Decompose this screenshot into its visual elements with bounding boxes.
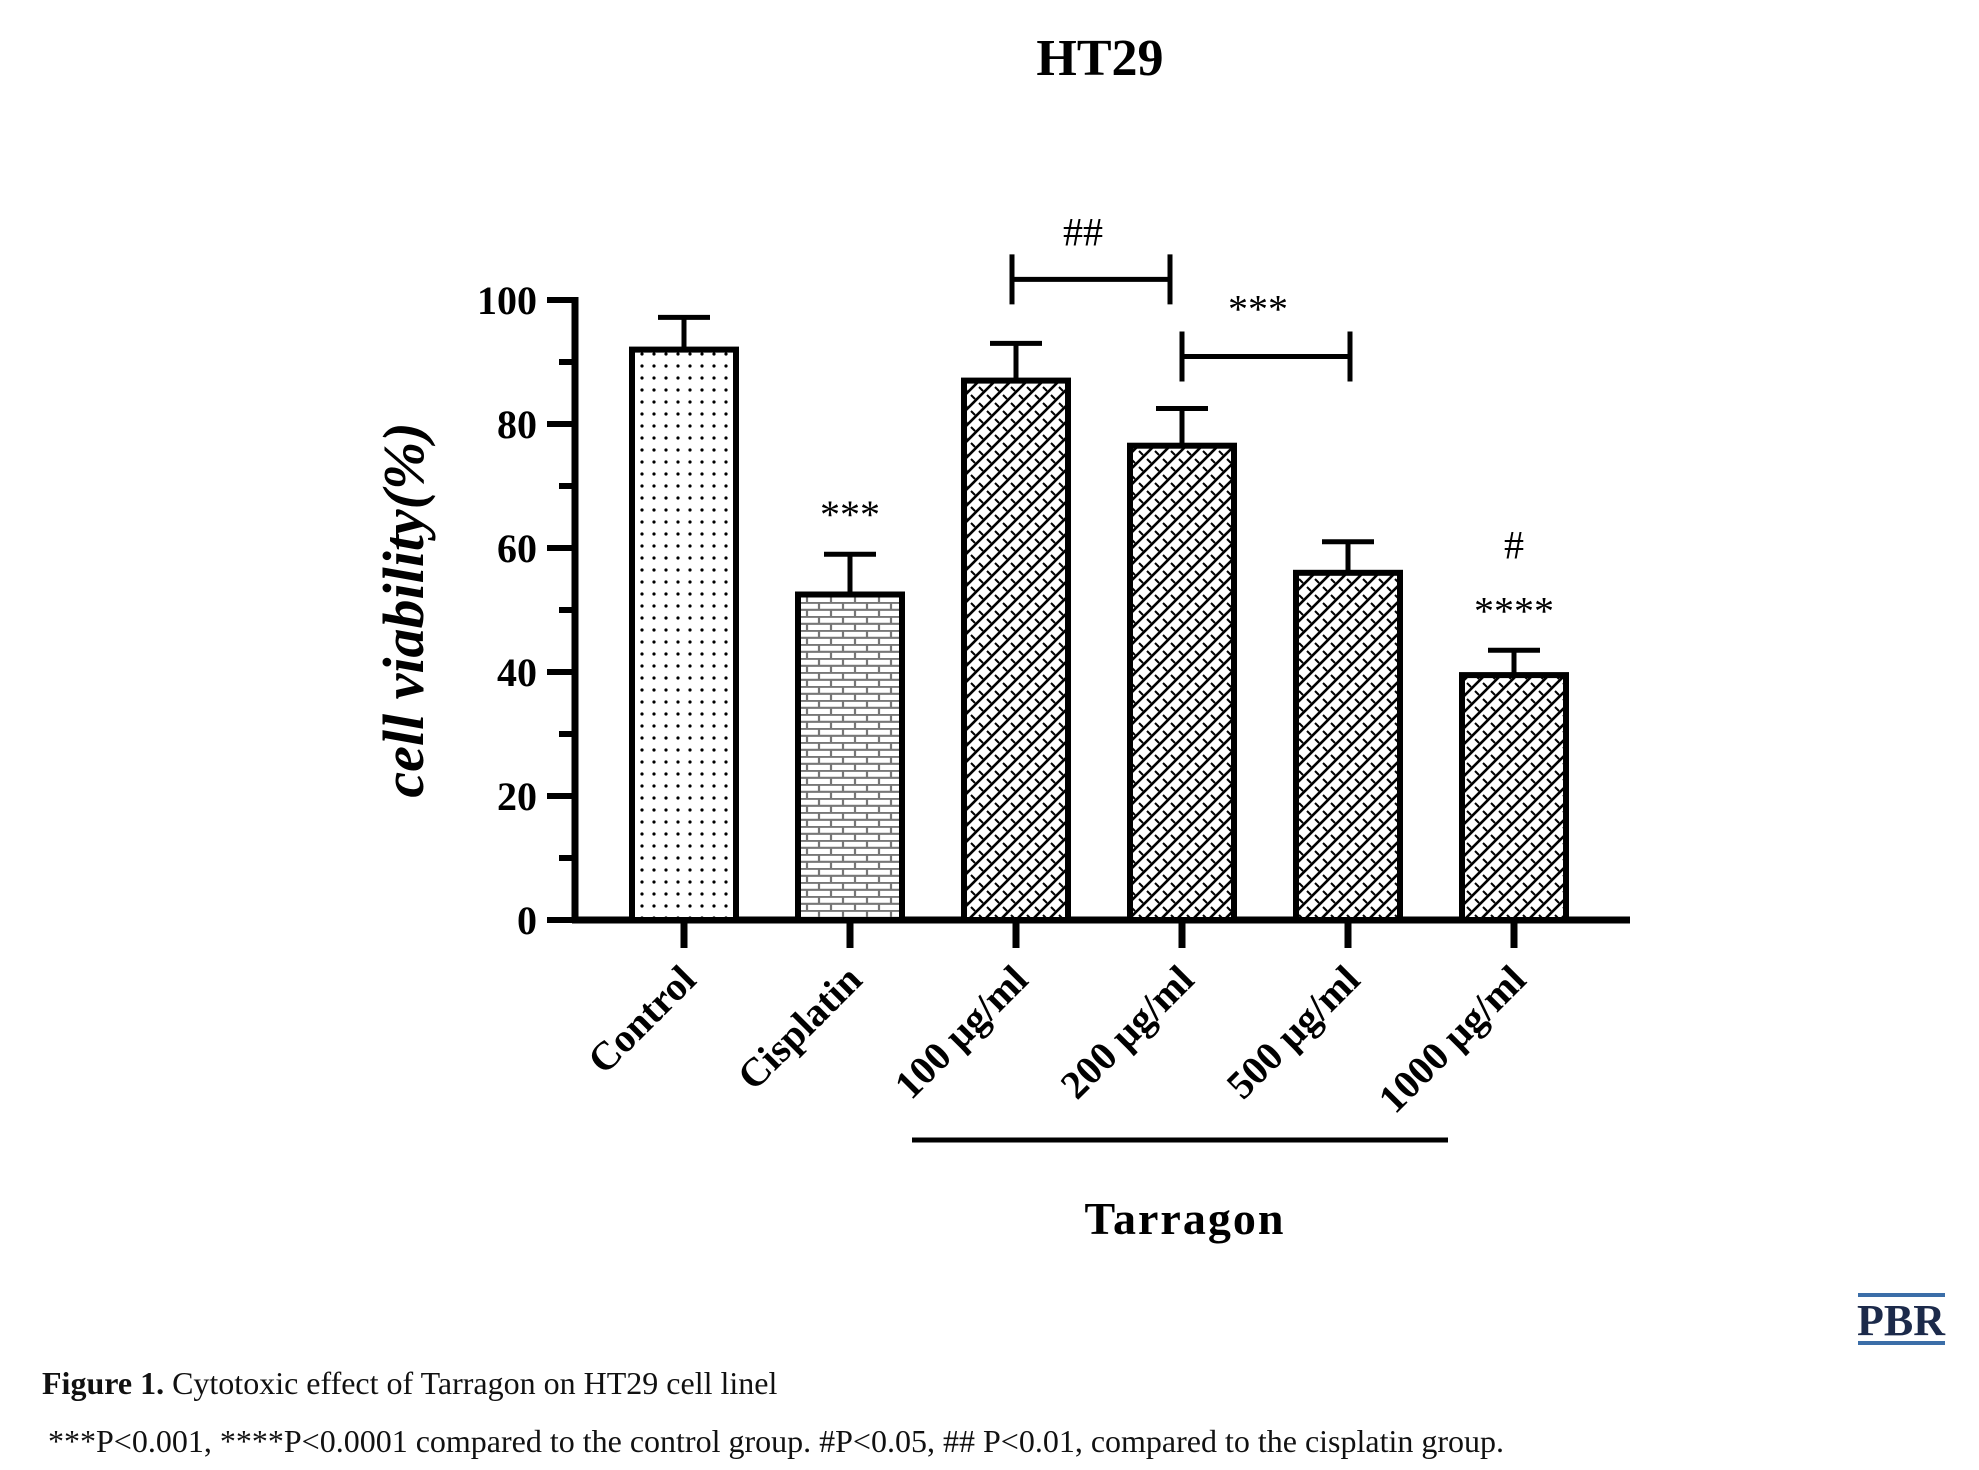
- y-tick-label: 0: [517, 898, 537, 943]
- y-axis-label: cell viability(%): [371, 422, 436, 797]
- bracket-label: ##: [1063, 209, 1103, 254]
- significance-annotations: *******###***: [820, 209, 1554, 633]
- chart-title: HT29: [1036, 30, 1163, 87]
- significance-bracket: ##: [1009, 209, 1173, 305]
- y-tick-label: 20: [497, 774, 537, 819]
- x-axis-labels: Control Cisplatin 100 μg/ml 200 μg/ml 500 μg…: [579, 957, 1535, 1122]
- figure-caption: Figure 1. Cytotoxic effect of Tarragon o…: [42, 1365, 777, 1402]
- x-tick-label: 500 μg/ml: [1218, 957, 1369, 1108]
- bar: [961, 377, 1071, 924]
- bar: [1459, 672, 1569, 923]
- x-tick-label: 100 μg/ml: [886, 957, 1037, 1108]
- x-tick-label: 1000 μg/ml: [1369, 957, 1534, 1122]
- bar: [629, 346, 739, 924]
- y-tick-label: 80: [497, 402, 537, 447]
- bar: [795, 591, 905, 923]
- y-tick-label: 100: [477, 278, 537, 323]
- y-tick-label: 60: [497, 526, 537, 571]
- bars: [629, 314, 1569, 948]
- significance-note: ***P<0.001, ****P<0.0001 compared to the…: [48, 1423, 1505, 1459]
- figure-caption-text: Cytotoxic effect of Tarragon on HT29 cel…: [164, 1365, 778, 1401]
- x-tick-label: Control: [579, 957, 705, 1083]
- figure-label: Figure 1.: [42, 1365, 165, 1401]
- pbr-logo: PBR: [1857, 1293, 1946, 1345]
- significance-label: ****: [1474, 588, 1554, 633]
- x-tick-label: 200 μg/ml: [1052, 957, 1203, 1108]
- bar: [1127, 442, 1237, 923]
- x-tick-label: Cisplatin: [729, 957, 871, 1099]
- significance-label: #: [1504, 522, 1524, 567]
- bracket-label: ***: [1228, 287, 1288, 332]
- significance-label: ***: [820, 492, 880, 537]
- significance-bracket: ***: [1179, 287, 1353, 382]
- y-axis: 0 20 40 60 80 100: [477, 278, 1630, 943]
- y-tick-label: 40: [497, 650, 537, 695]
- svg-text:PBR: PBR: [1857, 1296, 1946, 1345]
- bar: [1293, 569, 1403, 923]
- group-label: Tarragon: [1085, 1193, 1286, 1244]
